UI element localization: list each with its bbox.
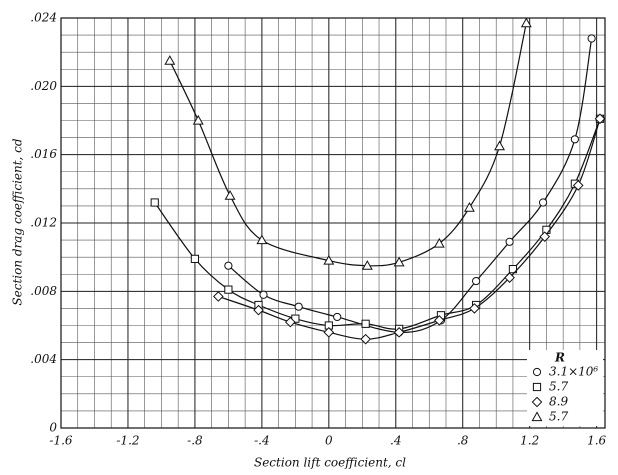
marker [538, 198, 548, 207]
x-tick-label: 1.6 [587, 434, 606, 448]
marker [463, 202, 475, 212]
y-tick-label: .024 [30, 11, 57, 25]
marker [224, 285, 233, 294]
plot-frame [60, 17, 606, 429]
marker [224, 261, 233, 270]
marker [505, 237, 514, 246]
x-tick-label: -1.2 [116, 434, 139, 448]
marker [361, 260, 373, 270]
x-tick-label: -.8 [187, 434, 203, 448]
legend-label: 3.1×10⁶ [549, 365, 598, 379]
marker [508, 265, 518, 274]
x-tick-label: .8 [457, 434, 469, 448]
marker [433, 237, 445, 248]
marker [433, 315, 445, 326]
marker [494, 140, 506, 151]
legend-marker [532, 382, 542, 392]
marker [333, 312, 342, 322]
marker [190, 254, 200, 263]
marker [213, 291, 224, 302]
legend-marker [532, 367, 542, 377]
marker [520, 17, 532, 28]
x-tick-label: -1.6 [49, 434, 73, 448]
x-tick-label: 0 [325, 434, 333, 448]
marker [360, 333, 371, 345]
x-tick-label: 1.2 [520, 434, 539, 448]
y-tick-label: .020 [30, 79, 57, 93]
marker [570, 135, 579, 144]
y-tick-label: .012 [30, 216, 57, 230]
marker [256, 234, 268, 245]
marker [539, 231, 551, 242]
legend-marker [531, 411, 543, 422]
legend-label: 8.9 [549, 395, 568, 409]
legend-title: R [554, 351, 565, 365]
y-tick-label: .004 [30, 352, 57, 366]
marker [294, 302, 303, 311]
marker [469, 303, 480, 314]
y-tick-label: .008 [30, 284, 57, 298]
marker [572, 180, 584, 191]
marker [150, 198, 159, 207]
marker [587, 34, 596, 43]
marker [259, 290, 268, 299]
y-axis-label: Section drag coefficient, cd [11, 138, 25, 305]
marker [285, 316, 296, 328]
marker [504, 272, 515, 283]
y-tick-label: .016 [30, 147, 57, 161]
legend-marker [531, 396, 543, 408]
x-tick-label: -.4 [254, 434, 270, 448]
marker [192, 114, 204, 125]
marker [224, 190, 236, 200]
marker [594, 113, 606, 125]
marker [164, 55, 176, 65]
legend-label: 5.7 [549, 380, 568, 394]
marker [323, 254, 335, 265]
marker [253, 304, 264, 316]
marker [323, 327, 335, 338]
y-tick-label: 0 [49, 421, 57, 435]
marker [393, 256, 405, 267]
x-tick-label: .4 [390, 434, 401, 448]
marker [393, 327, 405, 338]
marker [472, 276, 481, 286]
marker [361, 319, 370, 328]
series-line [169, 22, 527, 267]
x-axis-label: Section lift coefficient, cl [254, 456, 406, 470]
series-line [228, 38, 593, 333]
legend-label: 5.7 [549, 410, 568, 424]
